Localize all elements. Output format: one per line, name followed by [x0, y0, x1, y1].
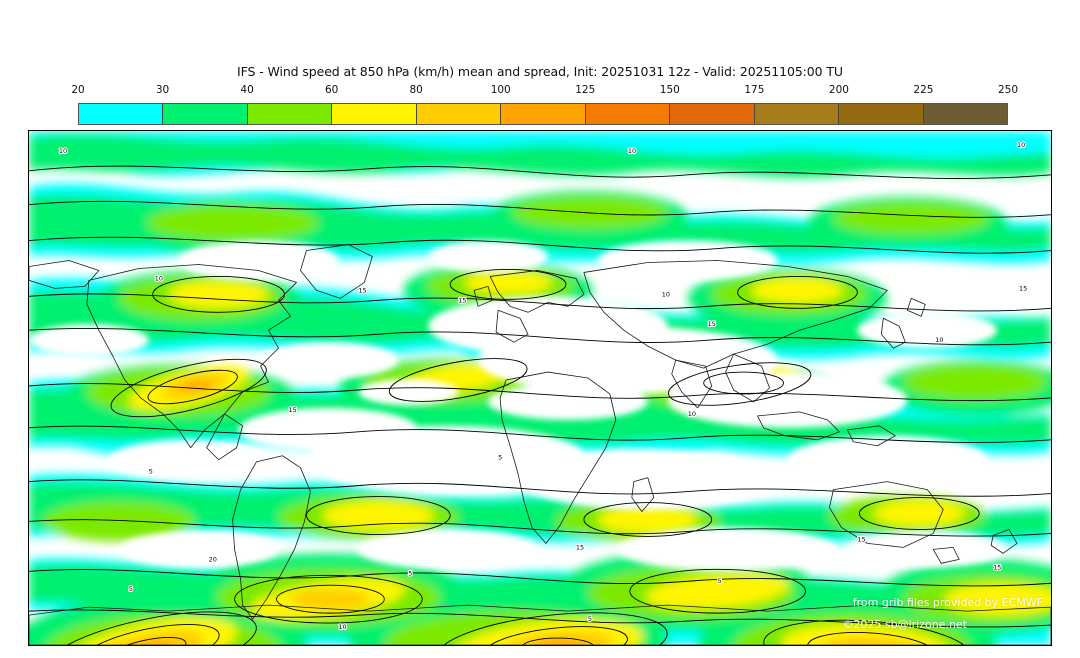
colorbar-tick-125: 125 [575, 84, 596, 96]
colorbar-segment-1 [163, 104, 248, 124]
svg-text:15: 15 [358, 286, 366, 294]
svg-text:5: 5 [718, 577, 722, 585]
svg-text:5: 5 [498, 454, 502, 462]
below-threshold-mask [29, 240, 1008, 572]
contour-lines-layer [29, 165, 1051, 645]
svg-text:10: 10 [338, 623, 346, 631]
colorbar-segment-7 [670, 104, 755, 124]
colorbar-tick-20: 20 [71, 84, 85, 96]
svg-text:10: 10 [688, 410, 696, 418]
svg-text:15: 15 [708, 320, 716, 328]
map-frame[interactable]: 10 10 10 10 15 15 15 15 10 10 15 10 20 1… [28, 130, 1052, 646]
svg-text:15: 15 [1019, 284, 1027, 292]
svg-text:15: 15 [993, 563, 1001, 571]
colorbar-segment-0 [79, 104, 164, 124]
svg-text:10: 10 [59, 147, 67, 155]
colorbar-tick-80: 80 [409, 84, 423, 96]
svg-text:15: 15 [288, 406, 296, 414]
svg-text:10: 10 [628, 147, 636, 155]
colorbar-segment-8 [754, 104, 840, 124]
colorbar-tick-200: 200 [828, 84, 849, 96]
colorbar-tick-60: 60 [324, 84, 339, 96]
colorbar-segment-2 [247, 104, 333, 124]
contour-labels: 10 10 10 10 15 15 15 15 10 10 15 10 20 1… [58, 140, 1029, 632]
colorbar-segment-10 [923, 104, 1007, 124]
colorbar-tick-40: 40 [240, 84, 254, 96]
svg-text:10: 10 [1017, 141, 1025, 149]
colorbar-gradient [78, 103, 1008, 125]
colorbar: 20 30 40 60 80 100 125 150 175 200 225 250 [71, 84, 1018, 126]
colorbar-segment-5 [501, 104, 586, 124]
svg-text:15: 15 [857, 535, 865, 543]
colorbar-segment-6 [585, 104, 671, 124]
colorbar-tick-30: 30 [155, 84, 170, 96]
colorbar-tick-100: 100 [490, 84, 511, 96]
map-canvas[interactable]: 10 10 10 10 15 15 15 15 10 10 15 10 20 1… [29, 131, 1051, 645]
svg-text:5: 5 [129, 585, 133, 593]
colorbar-segment-9 [839, 104, 924, 124]
wind-speed-field: 10 10 10 10 15 15 15 15 10 10 15 10 20 1… [29, 131, 1051, 645]
page-title: IFS - Wind speed at 850 hPa (km/h) mean … [237, 64, 843, 79]
svg-text:20: 20 [209, 555, 217, 563]
svg-text:10: 10 [935, 336, 943, 344]
svg-text:10: 10 [662, 290, 670, 298]
svg-text:5: 5 [588, 615, 592, 623]
colorbar-tick-250: 250 [997, 84, 1019, 96]
colorbar-tick-175: 175 [744, 84, 765, 96]
svg-text:15: 15 [576, 543, 584, 551]
svg-text:5: 5 [149, 468, 153, 476]
colorbar-tick-labels: 20 30 40 60 80 100 125 150 175 200 225 250 [71, 84, 1018, 99]
svg-text:10: 10 [155, 274, 163, 282]
colorbar-tick-225: 225 [913, 84, 934, 96]
svg-text:15: 15 [458, 296, 466, 304]
svg-text:5: 5 [408, 569, 412, 577]
colorbar-tick-150: 150 [659, 84, 680, 96]
colorbar-segment-4 [416, 104, 502, 124]
colorbar-segment-3 [332, 104, 417, 124]
